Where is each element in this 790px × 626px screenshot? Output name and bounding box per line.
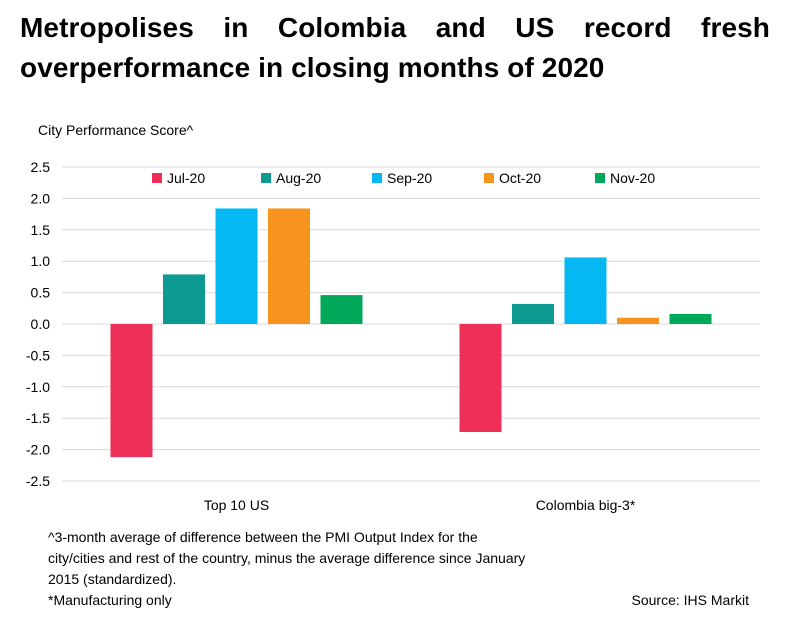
footnote-line: *Manufacturing only: [48, 592, 172, 608]
x-category-label: Colombia big-3*: [536, 497, 636, 513]
bar-sep-20-colombia: [564, 257, 607, 324]
y-tick-label: 1.5: [31, 222, 51, 238]
y-tick-label: 0.5: [31, 285, 51, 301]
y-tick-label: -2.0: [26, 442, 50, 458]
footnote: ^3-month average of difference between t…: [48, 527, 628, 611]
footnote-line: ^3-month average of difference between t…: [48, 529, 478, 545]
legend-label: Nov-20: [610, 170, 655, 186]
bar-nov-20-colombia: [669, 313, 712, 324]
bar-jul-20-top-10-us: [110, 324, 153, 458]
chart-title: Metropolises in Colombia and US record f…: [20, 12, 770, 83]
footnote-line: city/cities and rest of the country, min…: [48, 550, 526, 566]
y-tick-label: -2.5: [26, 473, 50, 489]
legend: Jul-20 Aug-20 Sep-20 Oct-20 Nov-20: [152, 170, 655, 186]
legend-swatch: [152, 173, 162, 183]
bar-sep-20-top-10-us: [215, 208, 258, 324]
footnote-line: 2015 (standardized).: [48, 571, 177, 587]
legend-label: Oct-20: [499, 170, 541, 186]
y-tick-label: 1.0: [31, 253, 51, 269]
bars: [110, 208, 712, 458]
y-tick-label: -1.0: [26, 379, 50, 395]
y-tick-labels: 2.5 2.0 1.5 1.0 0.5 0.0 -0.5 -1.0 -1.5 -2.0 -2.5: [26, 159, 50, 489]
legend-swatch: [261, 173, 271, 183]
legend-swatch: [484, 173, 494, 183]
legend-swatch: [595, 173, 605, 183]
source-note: Source: IHS Markit: [631, 592, 749, 608]
bar-aug-20-top-10-us: [163, 274, 205, 324]
bar-aug-20-colombia: [512, 303, 554, 324]
legend-label: Sep-20: [387, 170, 432, 186]
x-category-label: Top 10 US: [204, 497, 269, 513]
y-tick-label: 0.0: [31, 316, 51, 332]
y-tick-label: -1.5: [26, 410, 50, 426]
bar-oct-20-colombia: [617, 317, 659, 324]
y-tick-label: -0.5: [26, 347, 50, 363]
legend-swatch: [372, 173, 382, 183]
legend-label: Aug-20: [276, 170, 321, 186]
y-tick-label: 2.0: [31, 190, 51, 206]
x-category-labels: Top 10 US Colombia big-3*: [204, 497, 636, 513]
y-axis-label: City Performance Score^: [38, 122, 194, 138]
bar-nov-20-top-10-us: [320, 295, 363, 324]
bar-oct-20-top-10-us: [268, 208, 310, 324]
legend-label: Jul-20: [167, 170, 205, 186]
y-tick-label: 2.5: [31, 159, 51, 175]
bar-jul-20-colombia: [459, 324, 502, 433]
